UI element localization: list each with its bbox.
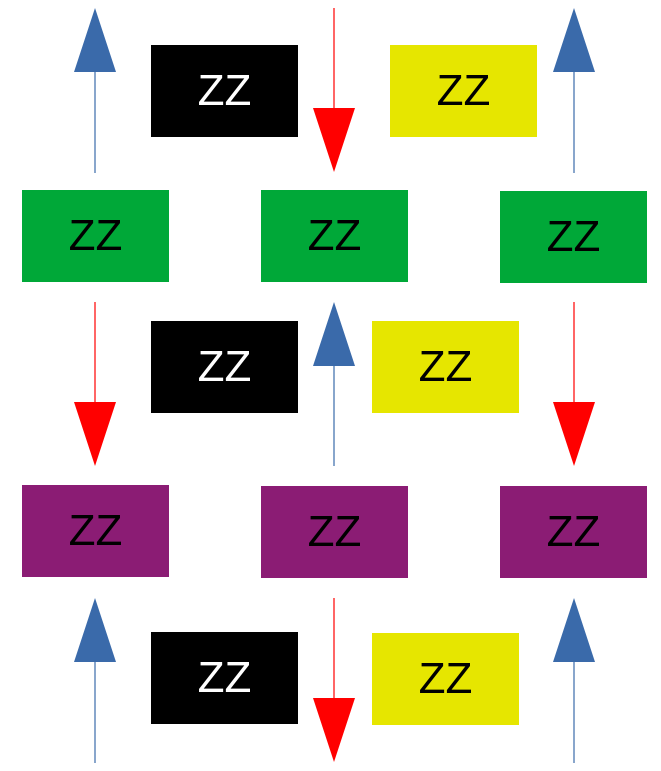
arrowhead <box>74 402 116 466</box>
arrow-up-middle-mid <box>313 302 355 466</box>
box-purple-right: ZZ <box>500 486 647 578</box>
box-label: ZZ <box>197 342 252 391</box>
box-label: ZZ <box>436 66 491 115</box>
arrow-down-middle-top <box>313 8 355 172</box>
box-purple-left: ZZ <box>22 485 169 577</box>
arrow-down-middle-bottom <box>313 598 355 762</box>
box-yellow-row1: ZZ <box>390 45 537 137</box>
box-label: ZZ <box>68 211 123 260</box>
box-label: ZZ <box>546 507 601 556</box>
arrowhead <box>553 8 595 72</box>
arrowhead <box>74 598 116 662</box>
arrow-up-left-top <box>74 8 116 173</box>
box-yellow-row5: ZZ <box>372 633 519 725</box>
box-green-left: ZZ <box>22 190 169 282</box>
arrow-down-right-mid <box>553 302 595 466</box>
box-green-middle: ZZ <box>261 190 408 282</box>
box-label: ZZ <box>197 653 252 702</box>
box-label: ZZ <box>546 212 601 261</box>
box-label: ZZ <box>307 507 362 556</box>
arrowhead <box>553 598 595 662</box>
box-black-row5: ZZ <box>151 632 298 724</box>
box-black-row1: ZZ <box>151 45 298 137</box>
arrow-up-left-bottom <box>74 598 116 763</box>
arrowhead <box>74 8 116 72</box>
box-black-row3: ZZ <box>151 321 298 413</box>
box-purple-middle: ZZ <box>261 486 408 578</box>
box-label: ZZ <box>197 66 252 115</box>
box-yellow-row3: ZZ <box>372 321 519 413</box>
arrowhead <box>313 302 355 366</box>
box-label: ZZ <box>68 506 123 555</box>
arrow-up-right-top <box>553 8 595 173</box>
arrow-down-left-mid <box>74 302 116 466</box>
arrowhead <box>313 698 355 762</box>
box-label: ZZ <box>418 342 473 391</box>
box-label: ZZ <box>307 211 362 260</box>
arrowhead <box>553 402 595 466</box>
arrow-up-right-bottom <box>553 598 595 763</box>
box-green-right: ZZ <box>500 191 647 283</box>
arrowhead <box>313 108 355 172</box>
box-label: ZZ <box>418 654 473 703</box>
